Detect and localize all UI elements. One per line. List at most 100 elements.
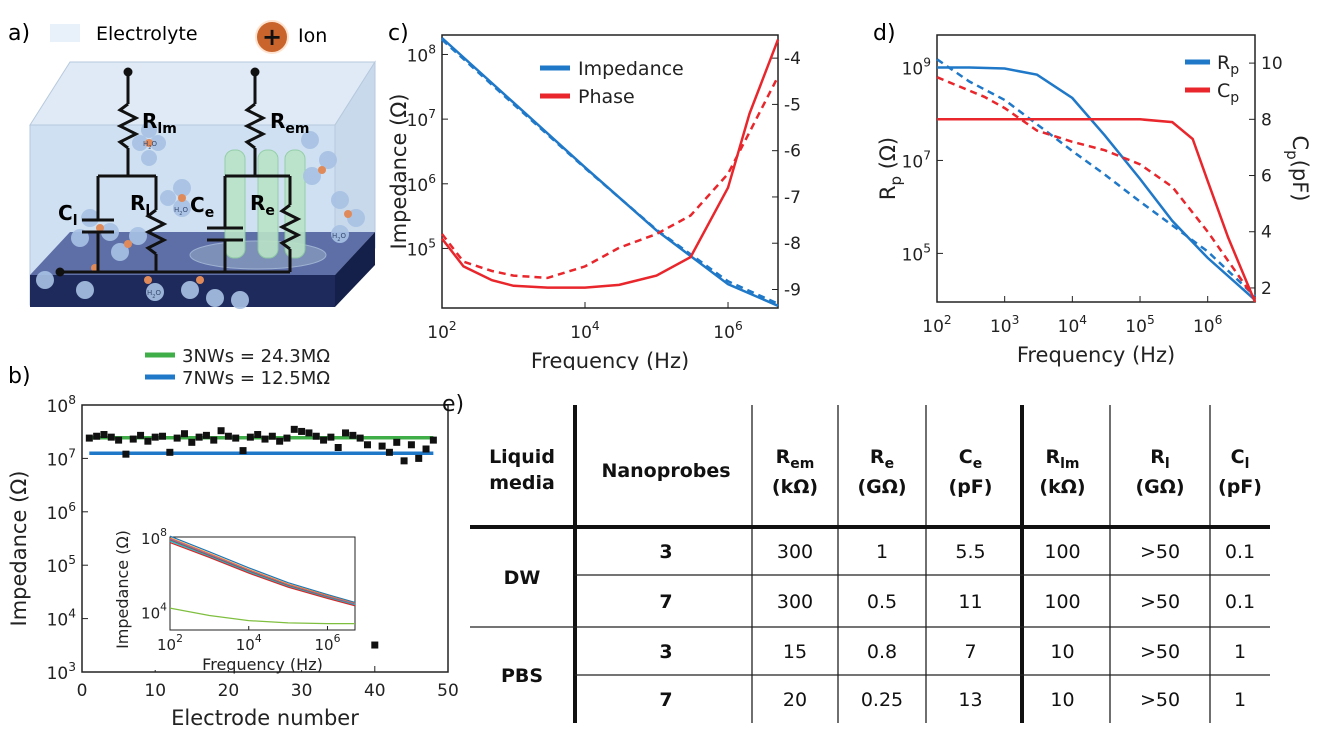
data-point [268,432,276,440]
table-cell-cl: 0.1 [1225,591,1255,613]
table-header-6: Rl [1150,446,1169,472]
table-cell-re: 0.25 [861,689,903,711]
y2-tick-label: 10 [1261,54,1283,74]
y2-tick-label: -50 [784,95,800,115]
data-point [342,429,350,437]
data-point [261,435,269,443]
table-cell-rl: >50 [1140,641,1180,663]
table-cell-re: 1 [876,541,888,563]
svg-text:Rlm: Rlm [142,109,177,137]
series-phase-dashed [441,76,780,280]
x-tick-label: 10 [144,681,166,701]
data-point [349,431,357,439]
y-tick-label: 107 [902,148,931,172]
x-tick-label: 103 [990,313,1019,337]
table-header-7-unit: (pF) [1218,476,1262,498]
y2-tick-label: 4 [1261,223,1272,243]
table-media-pbs: PBS [501,665,543,687]
data-point [312,432,320,440]
series-cp-solid [937,118,1257,303]
panel-c-label: c) [388,21,409,46]
y-tick-label: 107 [407,107,436,131]
svg-text:Ce: Ce [190,193,214,221]
svg-text:H2O: H2O [143,140,157,151]
data-point [283,434,291,442]
table-header-4-unit: (pF) [949,476,993,498]
legend-label-impedance: Impedance [578,58,684,80]
data-point [224,432,232,440]
table-cell-ce: 11 [958,591,982,613]
data-point [246,433,254,441]
table-cell-rem: 20 [783,689,807,711]
y2-tick-label: -80 [784,234,800,254]
data-point [254,431,262,439]
y-tick-label: 109 [902,55,931,79]
legend-label-2: 7NWs = 12.5MΩ [182,368,330,389]
data-point [290,425,298,433]
x-axis-label: Electrode number [171,706,359,730]
data-point [356,434,364,442]
data-point [137,431,145,439]
x-axis-label: Frequency (Hz) [531,349,689,370]
table-header-0: Liquid [489,446,555,468]
table-cell-ce: 13 [958,689,982,711]
data-point [129,435,137,443]
table-cell-rlm: 10 [1050,689,1074,711]
data-point [188,438,196,446]
y-tick-label: 106 [407,172,437,196]
inset-series-2 [169,537,356,604]
data-point [276,437,284,445]
equivalent-circuit [55,67,302,277]
table-header-3: Re [870,446,894,472]
table-cell-ce: 7 [964,641,976,663]
y-tick-label: 103 [47,660,76,684]
x-tick-label: 50 [437,681,459,701]
x-tick-label: 102 [427,319,456,343]
data-point [166,448,174,456]
svg-text:Rl: Rl [130,191,150,219]
panel-c-chart: c) 102 104 106 105 106 107 108 -40 -50 -60 -70 -80 -… [387,21,800,370]
svg-text:Rem: Rem [270,109,310,137]
legend-electrolyte: Electrolyte [96,23,198,45]
y-tick-label: 104 [47,607,77,631]
data-point [400,457,408,465]
table-header-4: Ce [959,446,982,472]
data-point [371,641,379,649]
table-cell-rlm: 100 [1044,541,1080,563]
data-point [378,442,386,450]
y-axis-label: Impedance (Ω) [7,471,31,627]
data-point [429,436,437,444]
series-phase-solid [441,39,780,289]
water-labels: H2O H2O H2O H2O [143,140,346,300]
data-point [122,450,130,458]
legend-ion: Ion [298,25,327,47]
x-tick-label: 105 [1125,313,1154,337]
plot-frame [81,404,449,673]
svg-text:Cl: Cl [58,201,78,229]
x-tick-label: 40 [364,681,386,701]
legend-label-phase: Phase [578,86,635,108]
table-header-1: Nanoprobes [601,460,730,482]
data-point [385,448,393,456]
panel-a-label: a) [8,21,30,46]
panel-b-chart: b) 0 10 20 30 40 50 103 104 105 106 107 108 Electrod… [7,346,459,730]
data-point [85,434,93,442]
data-point [363,441,371,449]
svg-text:H2O: H2O [174,206,188,217]
legend-label-1: 3NWs = 24.3MΩ [182,346,330,367]
table-cell-nanoprobes: 7 [659,689,672,711]
series-cp-dashed [936,76,1257,300]
data-point [298,427,306,435]
y-tick-label: 108 [407,42,436,66]
inset-series-6 [169,542,356,607]
y-axis-label: Rp (Ω) [876,137,905,200]
series-impedance-solid [441,37,779,307]
series-rp-solid [937,66,1256,301]
table-header-3-unit: (GΩ) [857,476,906,498]
table-cell-rl: >50 [1140,541,1180,563]
inset-y-axis-label: Impedance (Ω) [113,530,132,649]
x-tick-label: 20 [218,681,240,701]
data-point [239,447,247,455]
data-point [173,434,181,442]
y-tick-label: 105 [47,553,76,577]
